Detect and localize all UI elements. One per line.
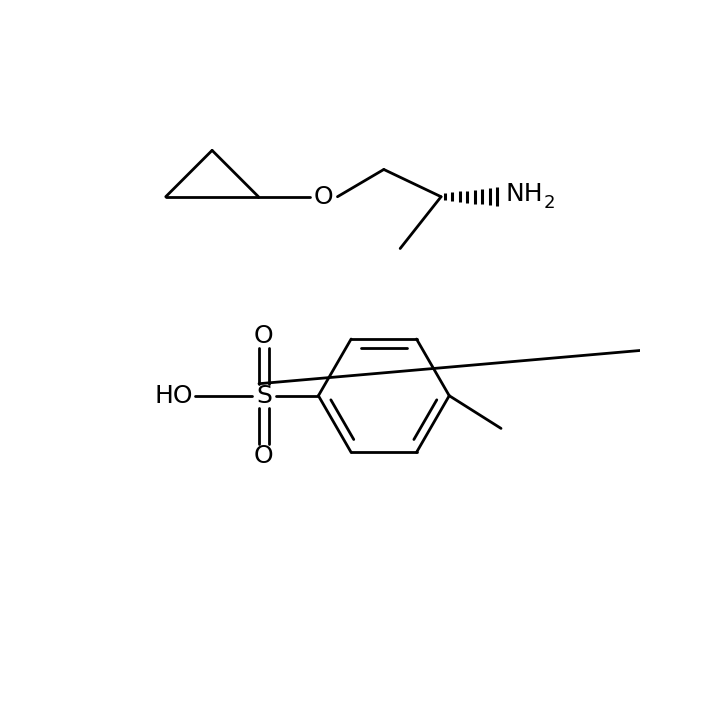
Text: O: O (314, 185, 333, 209)
Text: HO: HO (155, 384, 193, 408)
Text: NH: NH (505, 182, 543, 206)
Text: 2: 2 (543, 194, 555, 212)
Text: O: O (254, 444, 274, 468)
Text: S: S (256, 384, 272, 408)
Text: O: O (254, 324, 274, 348)
